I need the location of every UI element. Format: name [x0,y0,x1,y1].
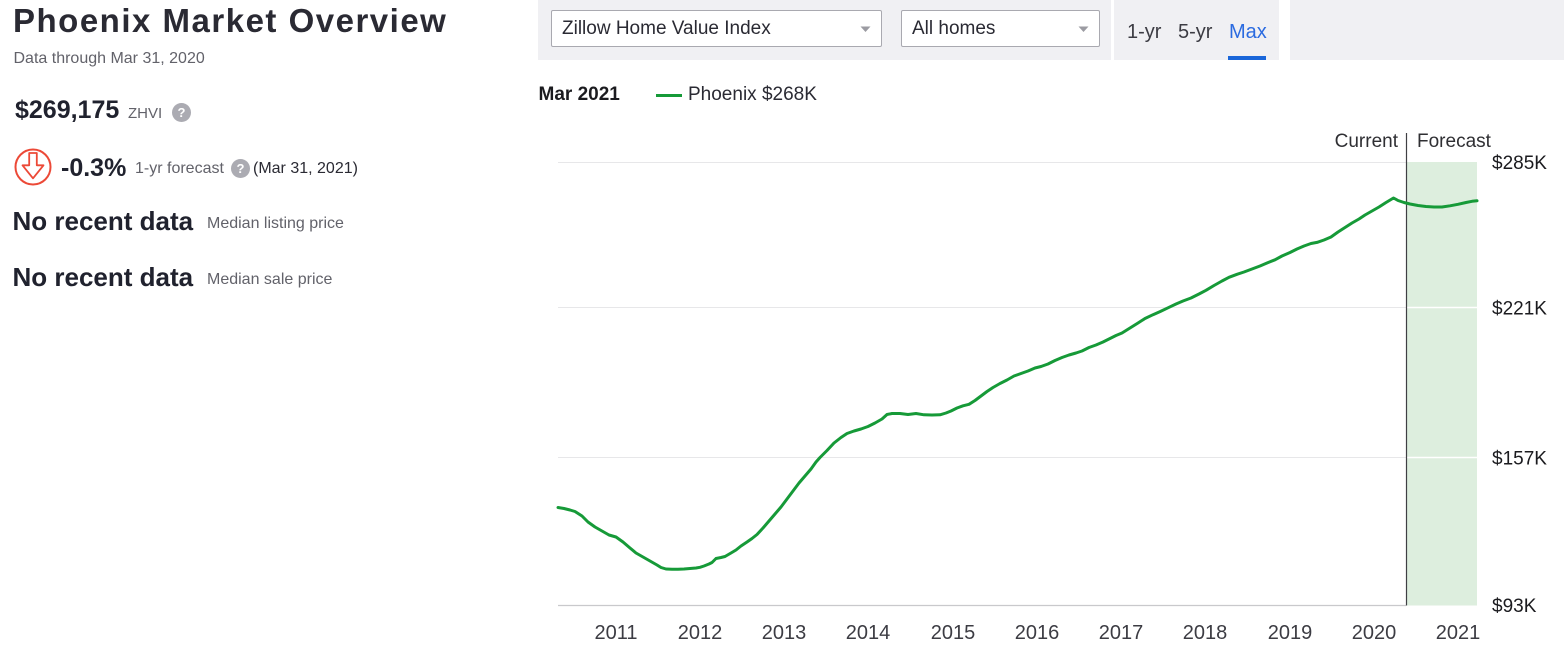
svg-text:2016: 2016 [1015,622,1060,644]
svg-text:2021: 2021 [1436,622,1481,644]
svg-text:2018: 2018 [1183,622,1228,644]
svg-text:$221K: $221K [1492,299,1547,320]
svg-text:2020: 2020 [1352,622,1397,644]
svg-text:2011: 2011 [594,622,637,644]
svg-text:$93K: $93K [1492,596,1537,617]
svg-text:2015: 2015 [931,622,976,644]
svg-text:Forecast: Forecast [1417,131,1492,152]
svg-text:2012: 2012 [678,622,723,644]
svg-text:$285K: $285K [1492,153,1547,174]
svg-text:2017: 2017 [1099,622,1144,644]
svg-text:2014: 2014 [846,622,891,644]
svg-text:$157K: $157K [1492,449,1547,470]
svg-text:2019: 2019 [1268,622,1313,644]
svg-text:2013: 2013 [762,622,807,644]
svg-text:Current: Current [1335,131,1399,152]
